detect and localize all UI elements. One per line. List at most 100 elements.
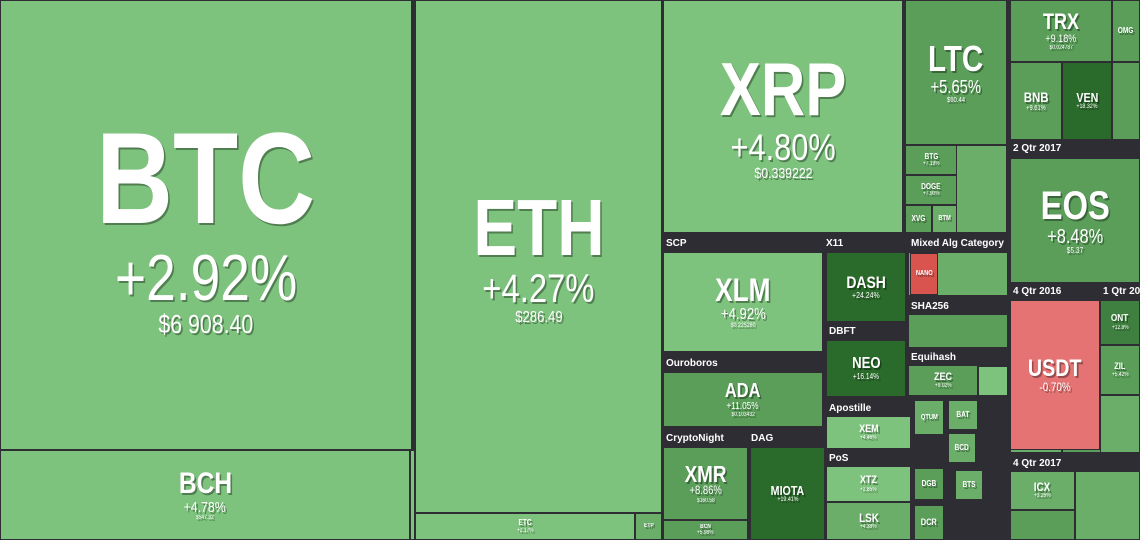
coin-tile[interactable]: BNB +9.61% bbox=[1010, 62, 1062, 140]
coin-change: +5.42% bbox=[1111, 371, 1129, 378]
coin-tile[interactable]: NANO bbox=[910, 253, 938, 295]
coin-tile[interactable]: NEO +16.14% bbox=[826, 340, 906, 397]
group-header: CryptoNight bbox=[663, 430, 748, 447]
coin-tile[interactable]: ETP bbox=[635, 513, 662, 540]
coin-tile[interactable]: ZEC +9.02% bbox=[908, 365, 978, 396]
coin-symbol: ONT bbox=[1111, 313, 1129, 325]
coin-tile[interactable]: BCH +4.78% $547.32 bbox=[0, 450, 410, 540]
group-header: 1 Qtr 201 bbox=[1100, 283, 1140, 300]
filler-tile bbox=[978, 366, 1008, 396]
group-header: Equihash bbox=[908, 349, 1008, 366]
coin-tile[interactable]: XVG bbox=[905, 205, 932, 233]
coin-tile[interactable]: XEM +4.46% bbox=[826, 416, 911, 449]
coin-tile[interactable]: DOGE +7.90% bbox=[905, 175, 957, 205]
coin-tile[interactable]: DASH +24.24% bbox=[826, 252, 906, 322]
coin-symbol: NEO bbox=[851, 355, 881, 373]
coin-symbol: ZIL bbox=[1114, 361, 1126, 372]
coin-symbol: XTZ bbox=[859, 474, 878, 487]
coin-symbol: XRP bbox=[719, 47, 847, 132]
coin-tile[interactable]: USDT -0.70% bbox=[1010, 300, 1100, 450]
coin-tile[interactable]: DGB bbox=[914, 468, 944, 500]
coin-tile[interactable]: LTC +5.65% $60.44 bbox=[905, 0, 1007, 145]
coin-change: +8.48% bbox=[1046, 225, 1104, 248]
coin-symbol: LSK bbox=[858, 510, 879, 525]
coin-tile[interactable]: BCN +5.98% bbox=[663, 520, 748, 540]
coin-change: +5.98% bbox=[697, 530, 714, 536]
coin-symbol: BCD bbox=[954, 442, 970, 452]
group-header: DAG bbox=[748, 430, 825, 447]
coin-tile[interactable]: ZIL +5.42% bbox=[1100, 345, 1140, 395]
coin-price: $6 908.40 bbox=[158, 309, 254, 340]
coin-tile[interactable]: LSK +4.38% bbox=[826, 502, 911, 540]
coin-symbol: BAT bbox=[956, 409, 970, 419]
coin-symbol: BCN bbox=[700, 523, 711, 530]
coin-change: +4.92% bbox=[720, 305, 766, 323]
coin-symbol: BTS bbox=[962, 479, 976, 489]
coin-change: +4.46% bbox=[860, 435, 877, 442]
coin-price: $0.024787 bbox=[1049, 44, 1073, 51]
group-header: 4 Qtr 2017 bbox=[1010, 455, 1140, 472]
coin-symbol: ADA bbox=[725, 380, 761, 403]
coin-tile[interactable]: BAT bbox=[948, 400, 978, 430]
coin-change: +3.26% bbox=[1034, 493, 1051, 500]
coin-tile[interactable]: VEN +18.32% bbox=[1062, 62, 1112, 140]
group-header: X11 bbox=[823, 235, 908, 252]
group-header: PoS bbox=[826, 450, 911, 467]
coin-change: +24.24% bbox=[852, 290, 880, 301]
coin-tile[interactable]: XLM +4.92% $0.225280 bbox=[663, 252, 823, 352]
coin-price: $0.225280 bbox=[730, 322, 756, 330]
coin-tile[interactable]: ICX +3.26% bbox=[1010, 470, 1075, 510]
coin-symbol: ETP bbox=[643, 523, 654, 530]
coin-tile[interactable]: ADA +11.05% $0.103432 bbox=[663, 372, 823, 427]
coin-price: $547.32 bbox=[196, 514, 214, 521]
filler-tile bbox=[1112, 62, 1140, 140]
coin-tile[interactable]: MIOTA +19.41% bbox=[750, 447, 825, 540]
coin-change: +12.8% bbox=[1111, 324, 1129, 331]
coin-symbol: BTG bbox=[924, 151, 938, 161]
coin-tile[interactable]: TRX +9.18% $0.024787 bbox=[1010, 0, 1112, 62]
coin-tile[interactable]: ETC +2.17% bbox=[415, 513, 635, 540]
coin-change: -0.70% bbox=[1039, 380, 1071, 395]
coin-price: $60.44 bbox=[946, 95, 966, 105]
coin-tile[interactable]: BTS bbox=[955, 470, 983, 500]
coin-tile[interactable]: DCR bbox=[914, 505, 944, 540]
coin-change: +16.14% bbox=[852, 371, 880, 381]
coin-tile[interactable]: XMR +8.86% $160.58 bbox=[663, 447, 748, 520]
coin-symbol: LTC bbox=[928, 38, 984, 80]
coin-symbol: USDT bbox=[1028, 354, 1082, 382]
coin-tile[interactable]: ETH +4.27% $286.49 bbox=[415, 0, 662, 513]
coin-tile[interactable]: XRP +4.80% $0.339222 bbox=[663, 0, 903, 233]
coin-change: +19.41% bbox=[776, 495, 799, 503]
coin-change: +7.19% bbox=[922, 161, 940, 168]
coin-change: +8.86% bbox=[689, 485, 722, 498]
filler-tile bbox=[1075, 470, 1140, 540]
coin-symbol: QTUM bbox=[920, 413, 938, 421]
coin-change: +4.80% bbox=[730, 125, 836, 168]
coin-tile[interactable]: QTUM bbox=[914, 400, 944, 435]
coin-symbol: BCH bbox=[178, 467, 232, 500]
coin-tile[interactable]: ONT +12.8% bbox=[1100, 300, 1140, 345]
coin-price: $0.339222 bbox=[753, 165, 813, 183]
coin-symbol: DCR bbox=[921, 516, 937, 527]
group-header: Apostille bbox=[826, 400, 911, 417]
coin-price: $5.37 bbox=[1066, 246, 1084, 256]
group-header: 2 Qtr 2017 bbox=[1010, 140, 1140, 157]
coin-tile[interactable]: BCD bbox=[948, 433, 976, 463]
coin-symbol: TRX bbox=[1042, 9, 1080, 35]
coin-change: +9.02% bbox=[934, 383, 952, 390]
coin-tile[interactable]: BTG +7.19% bbox=[905, 145, 957, 175]
coin-symbol: DGB bbox=[921, 478, 937, 488]
coin-price: $160.58 bbox=[696, 498, 715, 505]
coin-tile[interactable]: EOS +8.48% $5.37 bbox=[1010, 158, 1140, 283]
coin-tile[interactable]: BTC +2.92% $6 908.40 bbox=[0, 0, 412, 450]
coin-symbol: ETH bbox=[472, 183, 605, 273]
coin-tile[interactable]: XTZ +2.85% bbox=[826, 466, 911, 502]
coin-tile[interactable]: OMG bbox=[1112, 0, 1140, 62]
coin-tile[interactable]: BTM bbox=[932, 205, 957, 233]
group-header: SHA256 bbox=[908, 298, 1008, 315]
coin-symbol: ETC bbox=[518, 518, 532, 528]
coin-change: +7.90% bbox=[922, 191, 940, 198]
coin-symbol: XMR bbox=[684, 460, 727, 487]
coin-change: +9.61% bbox=[1026, 104, 1046, 112]
